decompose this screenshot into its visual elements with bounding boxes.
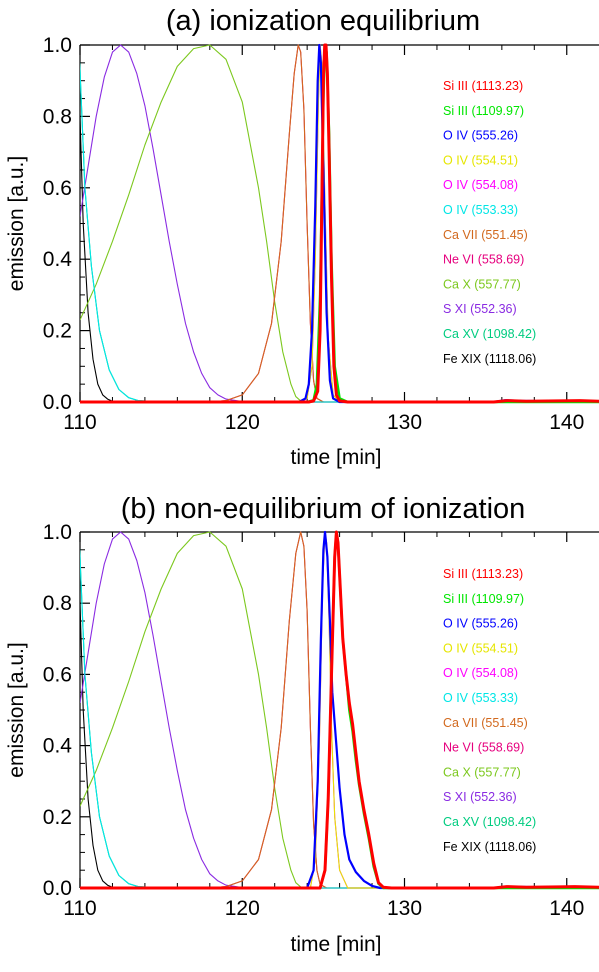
chart-a-series-ne-vi-558-69	[80, 44, 599, 403]
chart-b-legend-o-iv-553-33: O IV (553.33)	[443, 691, 518, 705]
chart-a-xtick-label-120: 120	[225, 411, 260, 434]
chart-b-ytick-label-0.2: 0.2	[43, 806, 72, 829]
chart-a-legend-o-iv-555-26: O IV (555.26)	[443, 129, 518, 143]
chart-a-xtick-label-140: 140	[549, 411, 584, 434]
chart-b-xtick-label-130: 130	[387, 897, 422, 920]
chart-b-legend-o-iv-554-08: O IV (554.08)	[443, 666, 518, 680]
chart-a-legend-ca-vii-551-45: Ca VII (551.45)	[443, 228, 528, 242]
chart-a-legend-ca-x-557-77: Ca X (557.77)	[443, 277, 521, 291]
chart-a-title: (a) ionization equilibrium	[166, 5, 480, 37]
chart-a-series-si-iii-1113-23	[80, 43, 599, 404]
chart-a-legend-si-iii-1109-97: Si III (1109.97)	[443, 104, 524, 118]
chart-a-ytick-label-1.0: 1.0	[43, 34, 72, 57]
chart-b-ytick-label-0.0: 0.0	[43, 877, 72, 900]
chart-a-legend-o-iv-553-33: O IV (553.33)	[443, 203, 518, 217]
chart-b-legend-ca-x-557-77: Ca X (557.77)	[443, 765, 521, 779]
chart-b: (b) non-equilibrium of ionization 110 120 1…	[5, 493, 599, 956]
chart-a-series-ca-xv-1098-42	[80, 61, 599, 403]
chart-b-series-si-iii-1113-23	[80, 530, 599, 890]
chart-a-legend-ca-xv-1098-42: Ca XV (1098.42)	[443, 327, 536, 341]
chart-b-xlabel: time [min]	[290, 933, 381, 956]
chart-b-title: (b) non-equilibrium of ionization	[121, 493, 526, 525]
chart-a-series-s-xi-552-36	[80, 44, 599, 403]
chart-a: (a) ionization equilibrium11012013014015…	[5, 5, 599, 469]
chart-b-legend-o-iv-555-26: O IV (555.26)	[443, 617, 518, 631]
chart-a-series-ca-x-557-77	[80, 44, 599, 403]
chart-b-legend-ne-vi-558-69: Ne VI (558.69)	[443, 741, 524, 755]
chart-a-series-o-iv-554-51	[80, 44, 599, 403]
chart-a-ytick-label-0.6: 0.6	[43, 177, 72, 200]
chart-b-ytick-label-0.4: 0.4	[43, 735, 73, 758]
chart-a-ytick-label-0.0: 0.0	[43, 391, 72, 414]
chart-a-xtick-label-130: 130	[387, 411, 422, 434]
chart-b-legend-o-iv-554-51: O IV (554.51)	[443, 641, 518, 655]
chart-b-ytick-label-0.6: 0.6	[43, 663, 72, 686]
chart-b-ytick-label-1.0: 1.0	[43, 521, 72, 544]
chart-b-legend-s-xi-552-36: S XI (552.36)	[443, 790, 517, 804]
chart-b-legend-fe-xix-1118-06: Fe XIX (1118.06)	[443, 840, 536, 854]
chart-b-legend-ca-vii-551-45: Ca VII (551.45)	[443, 716, 528, 730]
chart-a-series-ca-vii-551-45	[80, 44, 599, 403]
chart-b-legend-ca-xv-1098-42: Ca XV (1098.42)	[443, 815, 536, 829]
chart-a-legend-o-iv-554-51: O IV (554.51)	[443, 153, 518, 167]
chart-a-series-o-iv-555-26	[80, 43, 599, 404]
chart-a-series-fe-xix-1118-06	[80, 91, 599, 403]
chart-b-ylabel: emission [a.u.]	[5, 642, 28, 777]
chart-a-xtick-label-110: 110	[63, 411, 96, 434]
chart-a-series-si-iii-1109-97	[80, 43, 599, 404]
chart-a-xlabel: time [min]	[290, 446, 381, 469]
chart-b-series-s-xi-552-36	[80, 531, 599, 889]
chart-b-xtick-label-120: 120	[225, 897, 260, 920]
chart-b-xtick-label-140: 140	[549, 897, 584, 920]
chart-a-ytick-label-0.8: 0.8	[43, 105, 72, 128]
chart-b-series-ca-x-557-77	[80, 531, 599, 889]
chart-a-ylabel: emission [a.u.]	[5, 156, 28, 291]
chart-a-series-o-iv-553-33	[80, 61, 599, 403]
chart-a-series-o-iv-554-08	[80, 44, 599, 403]
chart-a-legend-ne-vi-558-69: Ne VI (558.69)	[443, 253, 524, 267]
chart-a-legend-fe-xix-1118-06: Fe XIX (1118.06)	[443, 352, 536, 366]
chart-b-legend-si-iii-1113-23: Si III (1113.23)	[443, 567, 523, 581]
chart-b-legend: Si III (1113.23) Si III (1109.97) O IV (55…	[443, 567, 536, 854]
chart-b-series-group	[80, 530, 599, 890]
chart-a-legend-s-xi-552-36: S XI (552.36)	[443, 302, 517, 316]
chart-b-ytick-label-0.8: 0.8	[43, 592, 72, 615]
chart-a-ytick-label-0.2: 0.2	[43, 320, 72, 343]
chart-b-legend-si-iii-1109-97: Si III (1109.97)	[443, 592, 524, 606]
chart-a-legend-si-iii-1113-23: Si III (1113.23)	[443, 79, 523, 93]
chart-b-series-ca-vii-551-45	[80, 531, 599, 889]
chart-a-series-group	[80, 43, 599, 404]
chart-a-ytick-label-0.4: 0.4	[43, 248, 73, 271]
chart-a-legend: Si III (1113.23) Si III (1109.97) O IV (55…	[443, 79, 536, 366]
chart-b-xtick-label-110: 110	[63, 897, 96, 920]
chart-a-legend-o-iv-554-08: O IV (554.08)	[443, 178, 518, 192]
